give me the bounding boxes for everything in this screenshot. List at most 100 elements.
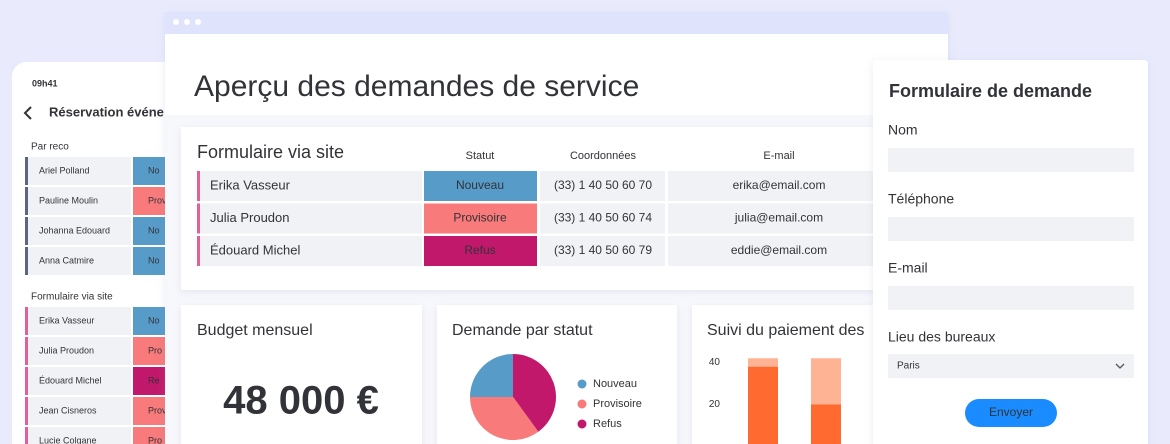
pie-slice (470, 354, 513, 397)
status-cell (424, 203, 537, 234)
phone-cell (540, 171, 665, 201)
bar-segment (748, 358, 778, 367)
select-value: Paris (897, 361, 920, 372)
status-cell (133, 367, 165, 395)
status-text: No (148, 315, 160, 325)
submit-button[interactable] (965, 399, 1057, 427)
row-bar (25, 187, 28, 215)
bar-segment (811, 404, 841, 444)
status-cell (133, 247, 165, 275)
column-header: Coordonnées (570, 150, 637, 162)
legend-label: Provisoire (593, 398, 642, 410)
row-bar (25, 307, 28, 335)
window-dot (184, 19, 190, 25)
legend-marker (577, 419, 587, 429)
status-text: No (148, 225, 160, 235)
row-bar (25, 337, 28, 365)
row-cell (25, 397, 131, 425)
status-cell (424, 236, 537, 266)
status-cell (133, 427, 165, 444)
phone-number: (33) 1 40 50 60 70 (554, 178, 652, 192)
row-cell (25, 217, 131, 245)
row-bar (197, 171, 200, 201)
field-label: E-mail (888, 260, 928, 276)
email-cell (668, 171, 881, 201)
window-dot (173, 19, 179, 25)
y-tick-label: 40 (709, 357, 721, 368)
table-title: Formulaire via site (197, 142, 344, 162)
window-dot (195, 19, 201, 25)
row-name: Édouard Michel (39, 375, 102, 385)
phone-title: Réservation événe (49, 104, 164, 119)
row-name: Édouard Michel (210, 242, 300, 257)
button-label: Envoyer (989, 405, 1033, 419)
field-label: Lieu des bureaux (888, 329, 995, 345)
status-cell (133, 397, 165, 425)
row-bar (197, 203, 200, 234)
status-text: Nouveau (456, 178, 504, 192)
budget-card (181, 305, 422, 444)
name-cell (197, 236, 422, 266)
row-bar (197, 236, 200, 266)
status-cell (133, 187, 165, 215)
email: julia@email.com (734, 211, 823, 225)
status-cell (133, 157, 165, 185)
row-bar (25, 427, 28, 444)
status-text: No (148, 165, 160, 175)
phone-cell (540, 203, 665, 234)
row-name: Anna Catmire (39, 255, 94, 265)
page-title: Aperçu des demandes de service (194, 70, 639, 103)
phone-time: 09h41 (32, 78, 58, 88)
back-icon[interactable] (23, 106, 32, 120)
status-cell (133, 307, 165, 335)
form-title: Formulaire de demande (889, 81, 1092, 101)
phone-number: (33) 1 40 50 60 79 (554, 243, 652, 257)
phone: 09h41 Réservation événe Par reco Ariel Poll… (12, 62, 165, 444)
email-cell (668, 236, 881, 266)
column-header: E-mail (763, 150, 794, 162)
main-window: Aperçu des demandes de service Formulaire… (165, 12, 948, 444)
row-name: Ariel Polland (39, 165, 90, 175)
row-cell (25, 247, 131, 275)
select-input[interactable] (888, 354, 1134, 378)
select-chevron (1115, 363, 1125, 369)
legend-marker (577, 379, 587, 389)
status-cell (133, 217, 165, 245)
row-name: Julia Proudon (210, 210, 290, 225)
status-text: Refus (464, 243, 495, 257)
email: erika@email.com (733, 178, 826, 192)
row-bar (25, 397, 28, 425)
row-cell (25, 157, 131, 185)
row-cell (25, 427, 131, 444)
group-title: Formulaire via site (31, 292, 113, 303)
row-cell (25, 307, 131, 335)
text-input[interactable] (888, 217, 1134, 241)
row-name: Pauline Moulin (39, 195, 98, 205)
status-text: No (148, 255, 160, 265)
bar-segment (748, 366, 778, 444)
legend-marker (577, 399, 587, 409)
name-cell (197, 203, 422, 234)
form-panel (873, 60, 1148, 444)
row-name: Lucie Colgane (39, 435, 97, 444)
status-text: Pro (148, 435, 162, 444)
row-name: Erika Vasseur (210, 177, 291, 192)
chart-title: Suivi du paiement des (707, 322, 864, 339)
row-cell (25, 367, 131, 395)
row-name: Johanna Edouard (39, 225, 110, 235)
pie-slice (470, 397, 539, 440)
text-input[interactable] (888, 148, 1134, 172)
status-cell (133, 337, 165, 365)
legend-label: Nouveau (593, 378, 637, 390)
name-cell (197, 171, 422, 201)
field-label: Nom (888, 122, 918, 138)
request-form: Formulaire de demande Nom Téléphone E-mail L… (873, 60, 1148, 444)
text-input[interactable] (888, 286, 1134, 310)
phone-cell (540, 236, 665, 266)
bar-segment (811, 358, 841, 405)
legend-label: Refus (593, 418, 622, 430)
status-cell (424, 171, 537, 201)
row-cell (25, 187, 131, 215)
